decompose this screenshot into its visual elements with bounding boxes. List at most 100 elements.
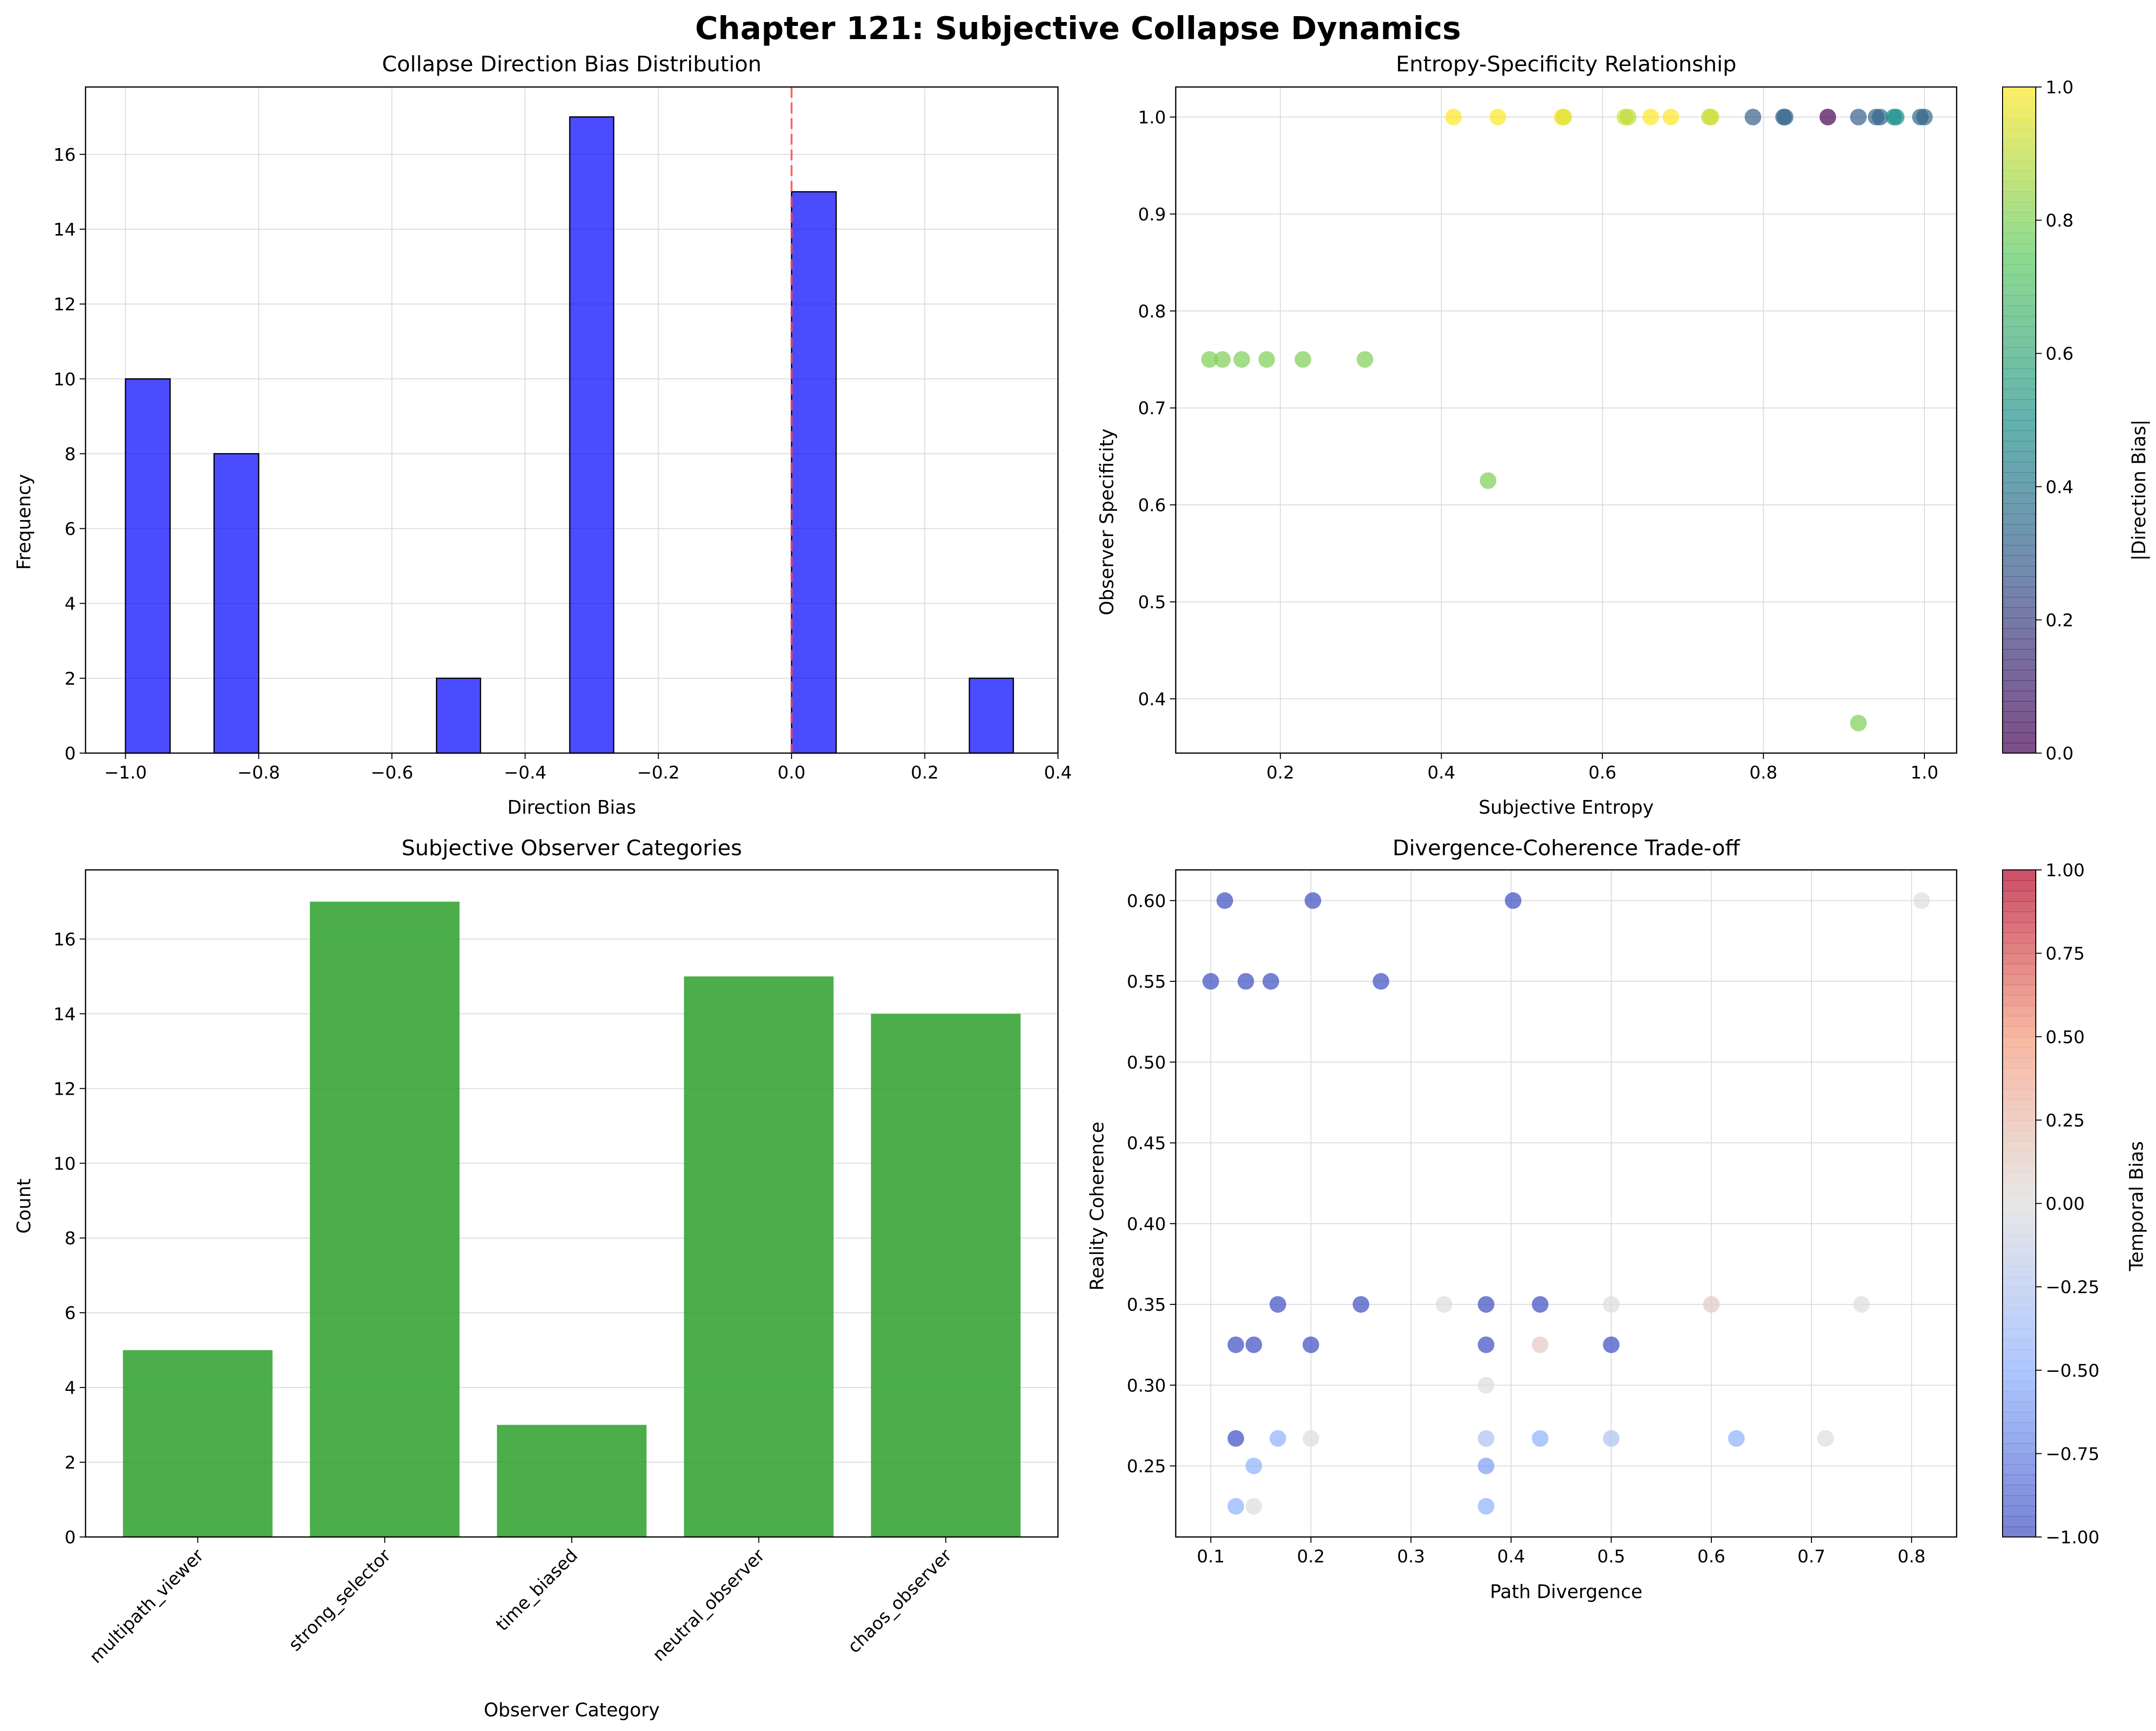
scatter2-point-14	[1703, 1296, 1720, 1313]
scatter1-cb-seg-25	[2003, 482, 2036, 494]
scatter2-xtick-label-5: 0.6	[1697, 1547, 1725, 1567]
scatter1-point-24	[1258, 351, 1275, 368]
scatter1-cb-seg-46	[2003, 264, 2036, 275]
scatter2-cb-seg-59	[2003, 911, 2036, 923]
scatter1-ylabel: Observer Specificity	[1096, 429, 1118, 615]
scatter2-point-19	[1478, 1336, 1495, 1353]
scatter1-cb-seg-22	[2003, 514, 2036, 525]
scatter1-ytick-label-5: 0.9	[1138, 205, 1166, 225]
scatter2-cb-tick-label-7: 0.75	[2046, 944, 2085, 964]
scatter2-point-33	[1227, 1498, 1244, 1515]
bars-xlabel: Observer Category	[484, 1699, 660, 1721]
scatter2-point-16	[1227, 1336, 1244, 1353]
scatter1-cb-seg-47	[2003, 253, 2036, 265]
scatter1-cb-seg-9	[2003, 649, 2036, 660]
scatter2-cb-seg-11	[2003, 1412, 2036, 1423]
hist-ytick-label-4: 8	[65, 444, 76, 464]
scatter1-cb-seg-12	[2003, 618, 2036, 629]
scatter2-cb-seg-22	[2003, 1297, 2036, 1308]
scatter1-cb-seg-56	[2003, 160, 2036, 171]
scatter1-cb-seg-16	[2003, 576, 2036, 587]
scatter2-ylabel: Reality Coherence	[1086, 1122, 1108, 1291]
scatter1-cb-seg-21	[2003, 524, 2036, 535]
scatter2-panel: Divergence-Coherence Trade-off Path Dive…	[1086, 836, 2147, 1602]
scatter2-point-7	[1372, 973, 1389, 990]
scatter2-cb-tick-label-1: −0.75	[2046, 1444, 2099, 1464]
scatter1-xtick-label-3: 0.8	[1749, 763, 1777, 783]
scatter1-cb-seg-60	[2003, 118, 2036, 130]
scatter2-point-4	[1202, 973, 1219, 990]
hist-xlabel: Direction Bias	[507, 797, 636, 818]
hist-ytick-label-6: 12	[53, 295, 76, 315]
hist-ytick-label-3: 6	[65, 519, 76, 540]
scatter1-xtick-label-2: 0.6	[1589, 763, 1617, 783]
scatter2-xlabel: Path Divergence	[1490, 1581, 1642, 1602]
scatter1-cb-tick-label-2: 0.4	[2046, 477, 2073, 498]
scatter1-cb-seg-28	[2003, 451, 2036, 462]
scatter2-cb-seg-35	[2003, 1162, 2036, 1173]
hist-ytick-label-2: 4	[65, 594, 76, 614]
scatter1-cb-seg-33	[2003, 399, 2036, 411]
scatter2-cb-seg-19	[2003, 1328, 2036, 1340]
scatter2-cb-seg-24	[2003, 1276, 2036, 1288]
scatter2-cb-seg-26	[2003, 1255, 2036, 1267]
scatter2-xtick-label-2: 0.3	[1397, 1547, 1425, 1567]
scatter1-point-22	[1214, 351, 1231, 368]
scatter2-point-25	[1302, 1430, 1319, 1447]
scatter1-cb-seg-51	[2003, 212, 2036, 223]
scatter1-cb-seg-15	[2003, 586, 2036, 598]
scatter1-cb-frame	[2002, 87, 2036, 754]
scatter2-cb-tick-label-2: −0.50	[2046, 1361, 2099, 1381]
scatter2-cb-seg-31	[2003, 1203, 2036, 1214]
scatter2-point-30	[1817, 1430, 1834, 1447]
scatter1-point-13	[1819, 108, 1836, 126]
scatter1-point-6	[1642, 108, 1659, 126]
hist-frame	[85, 86, 1059, 754]
hist-bar-2	[436, 677, 481, 754]
hist-ytick-label-5: 10	[53, 369, 76, 389]
scatter2-point-9	[1353, 1296, 1370, 1313]
scatter1-frame	[1175, 86, 1958, 754]
scatter2-point-22	[1478, 1377, 1495, 1394]
scatter2-point-13	[1603, 1296, 1620, 1313]
scatter2-cb-seg-36	[2003, 1151, 2036, 1163]
scatter2-xtick-label-0: 0.1	[1197, 1547, 1225, 1567]
hist-bar-5	[969, 677, 1014, 754]
scatter2-cb-seg-52	[2003, 984, 2036, 995]
scatter2-cb-seg-46	[2003, 1047, 2036, 1058]
scatter1-point-14	[1850, 108, 1867, 126]
scatter2-point-24	[1269, 1430, 1286, 1447]
bars-bar-3	[684, 976, 834, 1537]
scatter2-ytick-label-4: 0.45	[1127, 1134, 1166, 1154]
scatter2-cb-tick-label-0: −1.00	[2046, 1528, 2099, 1548]
scatter2-point-5	[1237, 973, 1254, 990]
scatter1-point-20	[1916, 108, 1933, 126]
hist-panel: Collapse Direction Bias Distribution Dir…	[13, 52, 1072, 818]
scatter2-cb-seg-12	[2003, 1401, 2036, 1413]
scatter2-cb-seg-47	[2003, 1037, 2036, 1048]
scatter1-ytick-label-4: 0.8	[1138, 302, 1166, 322]
scatter1-point-26	[1357, 351, 1374, 368]
scatter1-cb-seg-44	[2003, 284, 2036, 296]
scatter2-plot-area: 0.25 0.30 0.35 0.40 0.45 0.50 0.55 0.60 0.1 0.2 0.…	[1127, 869, 1958, 1567]
scatter1-cb-seg-49	[2003, 233, 2036, 244]
scatter1-cb-seg-54	[2003, 180, 2036, 192]
scatter2-point-27	[1531, 1430, 1549, 1447]
scatter2-cb-tick-label-6: 0.50	[2046, 1027, 2085, 1047]
hist-bar-0	[125, 378, 171, 754]
scatter1-cb-seg-29	[2003, 441, 2036, 452]
scatter1-point-25	[1294, 351, 1312, 368]
scatter2-cb-seg-4	[2003, 1485, 2036, 1496]
hist-ytick-label-0: 0	[65, 744, 76, 764]
scatter2-cb-seg-55	[2003, 953, 2036, 964]
scatter1-cb-seg-3	[2003, 711, 2036, 723]
hist-xtick-label-0: −1.0	[104, 763, 147, 783]
scatter2-point-32	[1478, 1457, 1495, 1474]
scatter1-cb-seg-24	[2003, 493, 2036, 504]
scatter2-point-8	[1269, 1296, 1286, 1313]
scatter1-cb-seg-52	[2003, 201, 2036, 213]
bars-ytick-label-6: 12	[53, 1079, 76, 1099]
scatter1-cb-seg-0	[2003, 742, 2036, 754]
scatter1-plot-area: 0.4 0.5 0.6 0.7 0.8 0.9 1.0 0.2 0.4 0.6 0.8 1.0	[1138, 86, 1958, 783]
scatter1-cb-seg-7	[2003, 670, 2036, 681]
